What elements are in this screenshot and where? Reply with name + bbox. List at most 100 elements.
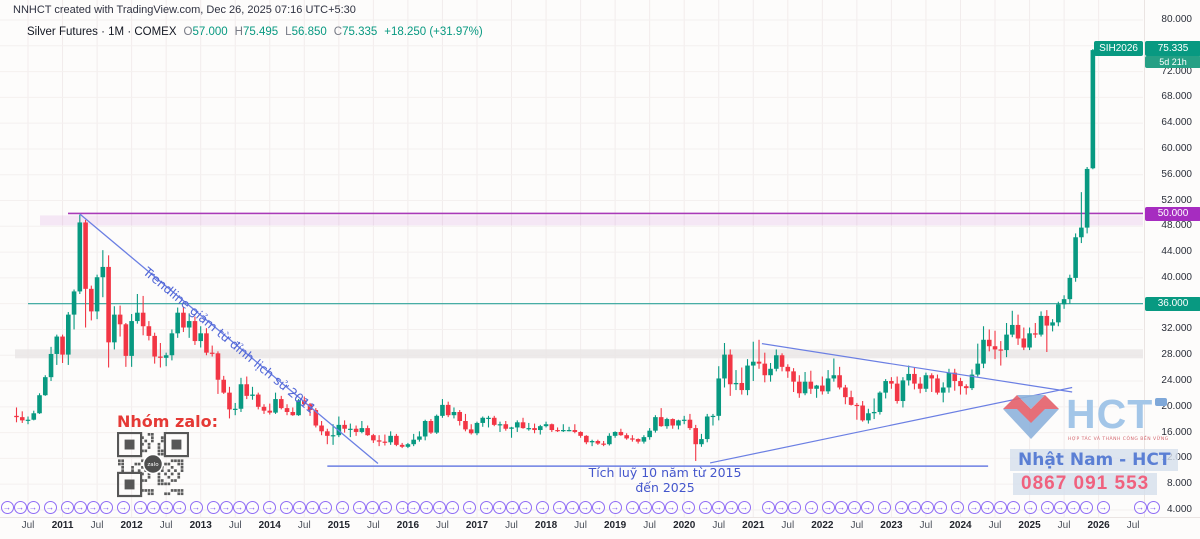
price-tick-label[interactable]: 28.000 [1161, 349, 1192, 361]
time-axis-label[interactable]: Jul [228, 520, 242, 531]
circle-arrow-right-icon[interactable]: → [1079, 501, 1093, 514]
time-axis-label[interactable]: 2013 [189, 520, 212, 531]
circle-arrow-right-icon[interactable]: → [479, 501, 493, 514]
circle-arrow-right-icon[interactable]: → [262, 501, 276, 514]
time-axis-label[interactable]: 2016 [396, 520, 420, 531]
circle-arrow-right-icon[interactable]: → [43, 501, 57, 514]
circle-arrow-right-icon[interactable]: → [821, 501, 835, 514]
time-axis-label[interactable]: 2015 [327, 520, 350, 531]
candlestick-chart[interactable] [0, 0, 1145, 517]
circle-arrow-right-icon[interactable]: → [146, 501, 160, 514]
circle-arrow-right-icon[interactable]: → [232, 501, 246, 514]
circle-arrow-right-icon[interactable]: → [206, 501, 220, 514]
time-axis-label[interactable]: Jul [90, 520, 104, 531]
circle-arrow-right-icon[interactable]: → [189, 501, 203, 514]
price-tick-label[interactable]: 64.000 [1161, 117, 1192, 129]
circle-arrow-right-icon[interactable]: → [60, 501, 74, 514]
circle-arrow-right-icon[interactable]: → [1096, 501, 1110, 514]
circle-arrow-right-icon[interactable]: → [419, 501, 433, 514]
circle-arrow-right-icon[interactable]: → [172, 501, 186, 514]
price-tick-label[interactable]: 80.000 [1161, 14, 1192, 25]
circle-arrow-right-icon[interactable]: → [116, 501, 130, 514]
circle-arrow-right-icon[interactable]: → [711, 501, 725, 514]
time-axis-label[interactable]: 2025 [1018, 520, 1041, 531]
price-tick-label[interactable]: 72.000 [1161, 65, 1192, 77]
circle-arrow-right-icon[interactable]: → [378, 501, 392, 514]
circle-arrow-right-icon[interactable]: → [406, 501, 420, 514]
symbol-legend[interactable]: Silver Futures · 1M · COMEX O57.000 H75.… [27, 26, 483, 38]
circle-arrow-right-icon[interactable]: → [774, 501, 788, 514]
circle-arrow-right-icon[interactable]: → [432, 501, 446, 514]
time-axis-label[interactable]: 2014 [258, 520, 281, 531]
circle-arrow-right-icon[interactable]: → [847, 501, 861, 514]
time-axis-label[interactable]: Jul [643, 520, 657, 531]
accumulation-annotation[interactable]: Tích luỹ 10 năm từ 2015 đến 2025 [588, 465, 742, 495]
price-tick-label[interactable]: 56.000 [1161, 168, 1192, 180]
price-tick-label[interactable]: 8.000 [1166, 478, 1192, 490]
time-axis-label[interactable]: 2018 [534, 520, 558, 531]
time-axis-label[interactable]: Jul [574, 520, 587, 531]
circle-arrow-right-icon[interactable]: → [681, 501, 695, 514]
time-axis-label[interactable]: 2021 [742, 520, 765, 531]
price-tick-label[interactable]: 16.000 [1161, 426, 1192, 438]
time-axis-label[interactable]: Jul [366, 520, 380, 531]
circle-arrow-right-icon[interactable]: → [698, 501, 712, 514]
circle-arrow-right-icon[interactable]: → [133, 501, 147, 514]
price-tick-label[interactable]: 40.000 [1161, 271, 1192, 283]
time-axis-label[interactable]: 2024 [949, 520, 972, 531]
time-axis-label[interactable]: 2012 [120, 520, 143, 531]
price-tick-label[interactable]: 60.000 [1161, 142, 1192, 154]
gray-band-line[interactable] [15, 349, 1143, 359]
circle-arrow-right-icon[interactable]: → [1066, 501, 1080, 514]
time-axis-label[interactable]: Jul [781, 520, 795, 531]
circle-arrow-right-icon[interactable]: → [950, 501, 964, 514]
price-tick-label[interactable]: 68.000 [1161, 91, 1192, 103]
time-axis-label[interactable]: Jul [712, 520, 726, 531]
price-tick-label[interactable]: 52.000 [1161, 194, 1192, 206]
time-axis-label[interactable]: 2019 [603, 520, 627, 531]
circle-arrow-right-icon[interactable]: → [591, 501, 605, 514]
time-axis-label[interactable]: Jul [436, 520, 449, 531]
circle-arrow-right-icon[interactable]: → [279, 501, 293, 514]
circle-arrow-right-icon[interactable]: → [26, 501, 40, 514]
time-axis-label[interactable]: Jul [919, 520, 933, 531]
circle-arrow-right-icon[interactable]: → [1040, 501, 1054, 514]
circle-arrow-right-icon[interactable]: → [651, 501, 665, 514]
price-tick-label[interactable]: 4.000 [1166, 503, 1192, 515]
circle-arrow-right-icon[interactable]: → [724, 501, 738, 514]
circle-arrow-right-icon[interactable]: → [318, 501, 332, 514]
circle-arrow-right-icon[interactable]: → [352, 501, 366, 514]
circle-arrow-right-icon[interactable]: → [993, 501, 1007, 514]
time-axis-label[interactable]: Jul [21, 520, 35, 531]
circle-arrow-right-icon[interactable]: → [894, 501, 908, 514]
time-axis-label[interactable]: 2023 [880, 520, 903, 531]
circle-arrow-right-icon[interactable]: → [292, 501, 306, 514]
time-axis-label[interactable]: 2017 [465, 520, 489, 531]
price-tick-label[interactable]: 32.000 [1161, 323, 1192, 335]
circle-arrow-right-icon[interactable]: → [13, 501, 27, 514]
time-axis-label[interactable]: 2020 [673, 520, 696, 531]
circle-arrow-right-icon[interactable]: → [860, 501, 874, 514]
time-axis-label[interactable]: Jul [850, 520, 864, 531]
time-axis-label[interactable]: 2026 [1087, 520, 1110, 531]
triangle-upper-line[interactable] [761, 343, 1073, 393]
circle-arrow-right-icon[interactable]: → [625, 501, 639, 514]
time-axis-label[interactable]: Jul [505, 520, 518, 531]
circle-arrow-right-icon[interactable]: → [219, 501, 233, 514]
circle-arrow-right-icon[interactable]: → [1006, 501, 1020, 514]
circle-arrow-right-icon[interactable]: → [365, 501, 379, 514]
time-axis-label[interactable]: Jul [1126, 520, 1140, 531]
circle-arrow-right-icon[interactable]: → [99, 501, 113, 514]
circle-arrow-right-icon[interactable]: → [1023, 501, 1037, 514]
circle-arrow-right-icon[interactable]: → [518, 501, 532, 514]
circle-arrow-right-icon[interactable]: → [787, 501, 801, 514]
time-axis-label[interactable]: Jul [159, 520, 173, 531]
time-axis-label[interactable]: 2022 [811, 520, 834, 531]
circle-arrow-right-icon[interactable]: → [335, 501, 349, 514]
circle-arrow-right-icon[interactable]: → [608, 501, 622, 514]
circle-arrow-right-icon[interactable]: → [86, 501, 100, 514]
price-tick-label[interactable]: 44.000 [1161, 246, 1192, 258]
circle-arrow-right-icon[interactable]: → [245, 501, 259, 514]
circle-arrow-right-icon[interactable]: → [933, 501, 947, 514]
circle-arrow-right-icon[interactable]: → [638, 501, 652, 514]
